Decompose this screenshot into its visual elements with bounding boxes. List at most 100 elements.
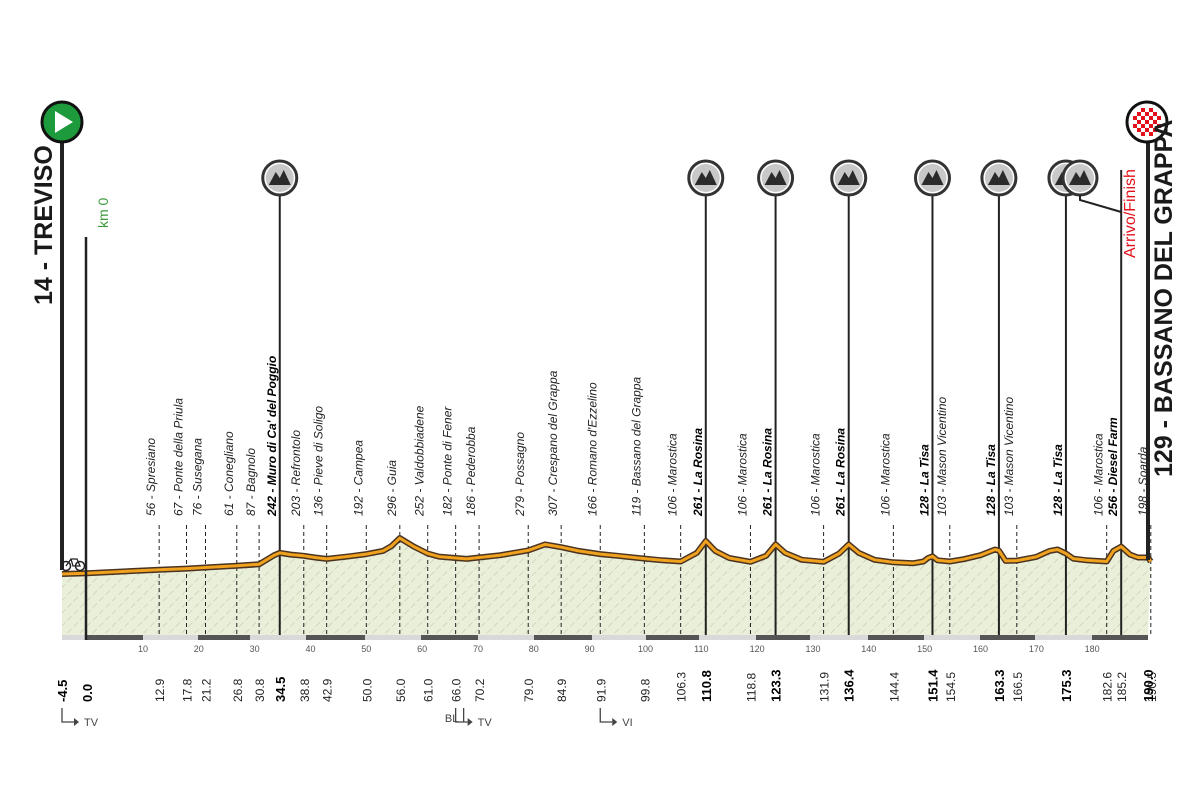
checker-square — [1149, 108, 1153, 112]
waypoint-label: 76 - Susegana — [190, 438, 204, 516]
waypoint-label: 103 - Mason Vicentino — [935, 396, 949, 516]
km-label: 34.5 — [273, 677, 288, 702]
km-label: 154.5 — [944, 672, 958, 702]
axis-tick-label: 120 — [750, 644, 765, 654]
axis-tick-label: 20 — [194, 644, 204, 654]
km-label: 106.3 — [675, 672, 689, 702]
road-sign-label: BL — [445, 713, 458, 725]
distance-axis — [62, 635, 1148, 640]
axis-tick-label: 110 — [694, 644, 708, 654]
waypoint-label: 103 - Mason Vicentino — [1002, 396, 1016, 516]
waypoint-label: 279 - Possagno — [513, 432, 527, 517]
km-label: 17.8 — [181, 678, 195, 702]
waypoint-label: 128 - La Tisa — [984, 444, 998, 516]
waypoint-label: 166 - Romano d'Ezzelino — [585, 382, 599, 516]
km-label: 70.2 — [473, 678, 487, 702]
road-sign-label: VI — [622, 717, 632, 729]
waypoint-label: 128 - La Tisa — [1051, 444, 1065, 516]
waypoint-label: 61 - Conegliano — [222, 431, 236, 516]
waypoint-label: 203 - Refrontolo — [289, 430, 303, 517]
waypoint-label: 106 - Marostica — [735, 433, 749, 516]
axis-tick-label: 40 — [305, 644, 315, 654]
km-label: 30.8 — [253, 678, 267, 702]
checker-square — [1149, 116, 1153, 120]
waypoint-label: 261 - La Rosina — [691, 428, 705, 517]
checker-square — [1137, 128, 1141, 132]
axis-tick-label: 60 — [417, 644, 427, 654]
mountain-icon — [1061, 159, 1099, 197]
checker-square — [1145, 112, 1149, 116]
mountain-icon — [980, 159, 1018, 197]
waypoint-label: 242 - Muro di Ca' del Poggio — [265, 356, 279, 517]
km-label: 91.9 — [594, 678, 608, 702]
mountain-icon — [757, 159, 795, 197]
axis-segment — [86, 635, 143, 640]
checker-square — [1137, 112, 1141, 116]
checker-square — [1137, 120, 1141, 124]
axis-segment — [198, 635, 250, 640]
checker-square — [1145, 120, 1149, 124]
road-sign-arrowhead — [467, 718, 473, 726]
axis-tick-label: 180 — [1085, 644, 1100, 654]
road-sign-label: TV — [84, 717, 99, 729]
start-marker — [40, 100, 84, 570]
axis-segment — [756, 635, 810, 640]
finish-marker — [1125, 100, 1169, 560]
km-label: 118.8 — [744, 673, 758, 702]
waypoint-label: 106 - Marostica — [1092, 433, 1106, 516]
km-label: 0.0 — [80, 684, 95, 702]
waypoint-label: 256 - Diesel Farm — [1106, 417, 1120, 517]
km-label: 185.2 — [1115, 672, 1129, 702]
km-label: 61.0 — [422, 678, 436, 702]
km-label: 12.9 — [153, 678, 167, 702]
checker-square — [1141, 116, 1145, 120]
checker-square — [1141, 108, 1145, 112]
waypoint-label: 182 - Ponte di Fener — [441, 406, 455, 516]
waypoint-label: 252 - Valdobbiadene — [413, 405, 427, 517]
checker-square — [1149, 132, 1153, 136]
waypoint-label: 261 - La Rosina — [834, 428, 848, 517]
waypoint-label: 307 - Crespano del Grappa — [546, 370, 560, 516]
km-label: 182.6 — [1101, 672, 1115, 702]
axis-segment — [306, 635, 365, 640]
km-label: 110.8 — [699, 670, 714, 702]
km-label: 166.5 — [1011, 672, 1025, 702]
km-label: 131.9 — [818, 672, 832, 702]
waypoint-label: 128 - La Tisa — [917, 444, 931, 516]
checker-square — [1145, 128, 1149, 132]
km-label: 66.0 — [450, 678, 464, 702]
axis-segment — [534, 635, 592, 640]
mountain-icon — [913, 159, 951, 197]
checker-square — [1157, 124, 1161, 128]
profile-line — [61, 536, 1153, 576]
axis-tick-label: 130 — [805, 644, 820, 654]
axis-tick-label: 100 — [638, 644, 653, 654]
km-label: 26.8 — [231, 678, 245, 702]
km-label: 21.2 — [199, 678, 213, 702]
mountain-icon — [830, 159, 868, 197]
axis-segment — [980, 635, 1035, 640]
waypoint-label: 192 - Campea — [351, 440, 365, 516]
road-sign-label: TV — [478, 717, 493, 729]
play-triangle-icon — [55, 111, 73, 133]
finish-town-label: 129 - BASSANO DEL GRAPPA — [1150, 120, 1178, 477]
axis-tick-label: 80 — [529, 644, 539, 654]
waypoint-label: 261 - La Rosina — [761, 428, 775, 517]
waypoint-label: 106 - Marostica — [878, 433, 892, 516]
km-label: 136.4 — [842, 669, 857, 702]
road-sign-arrowhead — [74, 718, 79, 726]
km-label: 151.4 — [925, 669, 940, 702]
checker-square — [1133, 124, 1137, 128]
kom-leader-line — [1079, 195, 1122, 213]
axis-segment — [646, 635, 699, 640]
waypoint-label: 67 - Ponte della Priula — [172, 398, 186, 516]
mountain-icon — [687, 159, 725, 197]
km-label: 123.3 — [769, 669, 784, 702]
km-label: 42.9 — [321, 678, 335, 702]
road-sign-arrowhead — [612, 718, 618, 726]
km-label: 190.5 — [1145, 672, 1159, 702]
road-sign-arrow — [61, 708, 74, 723]
road-sign-arrow — [599, 708, 613, 723]
bicycle-icon — [60, 558, 86, 572]
checker-square — [1149, 124, 1153, 128]
